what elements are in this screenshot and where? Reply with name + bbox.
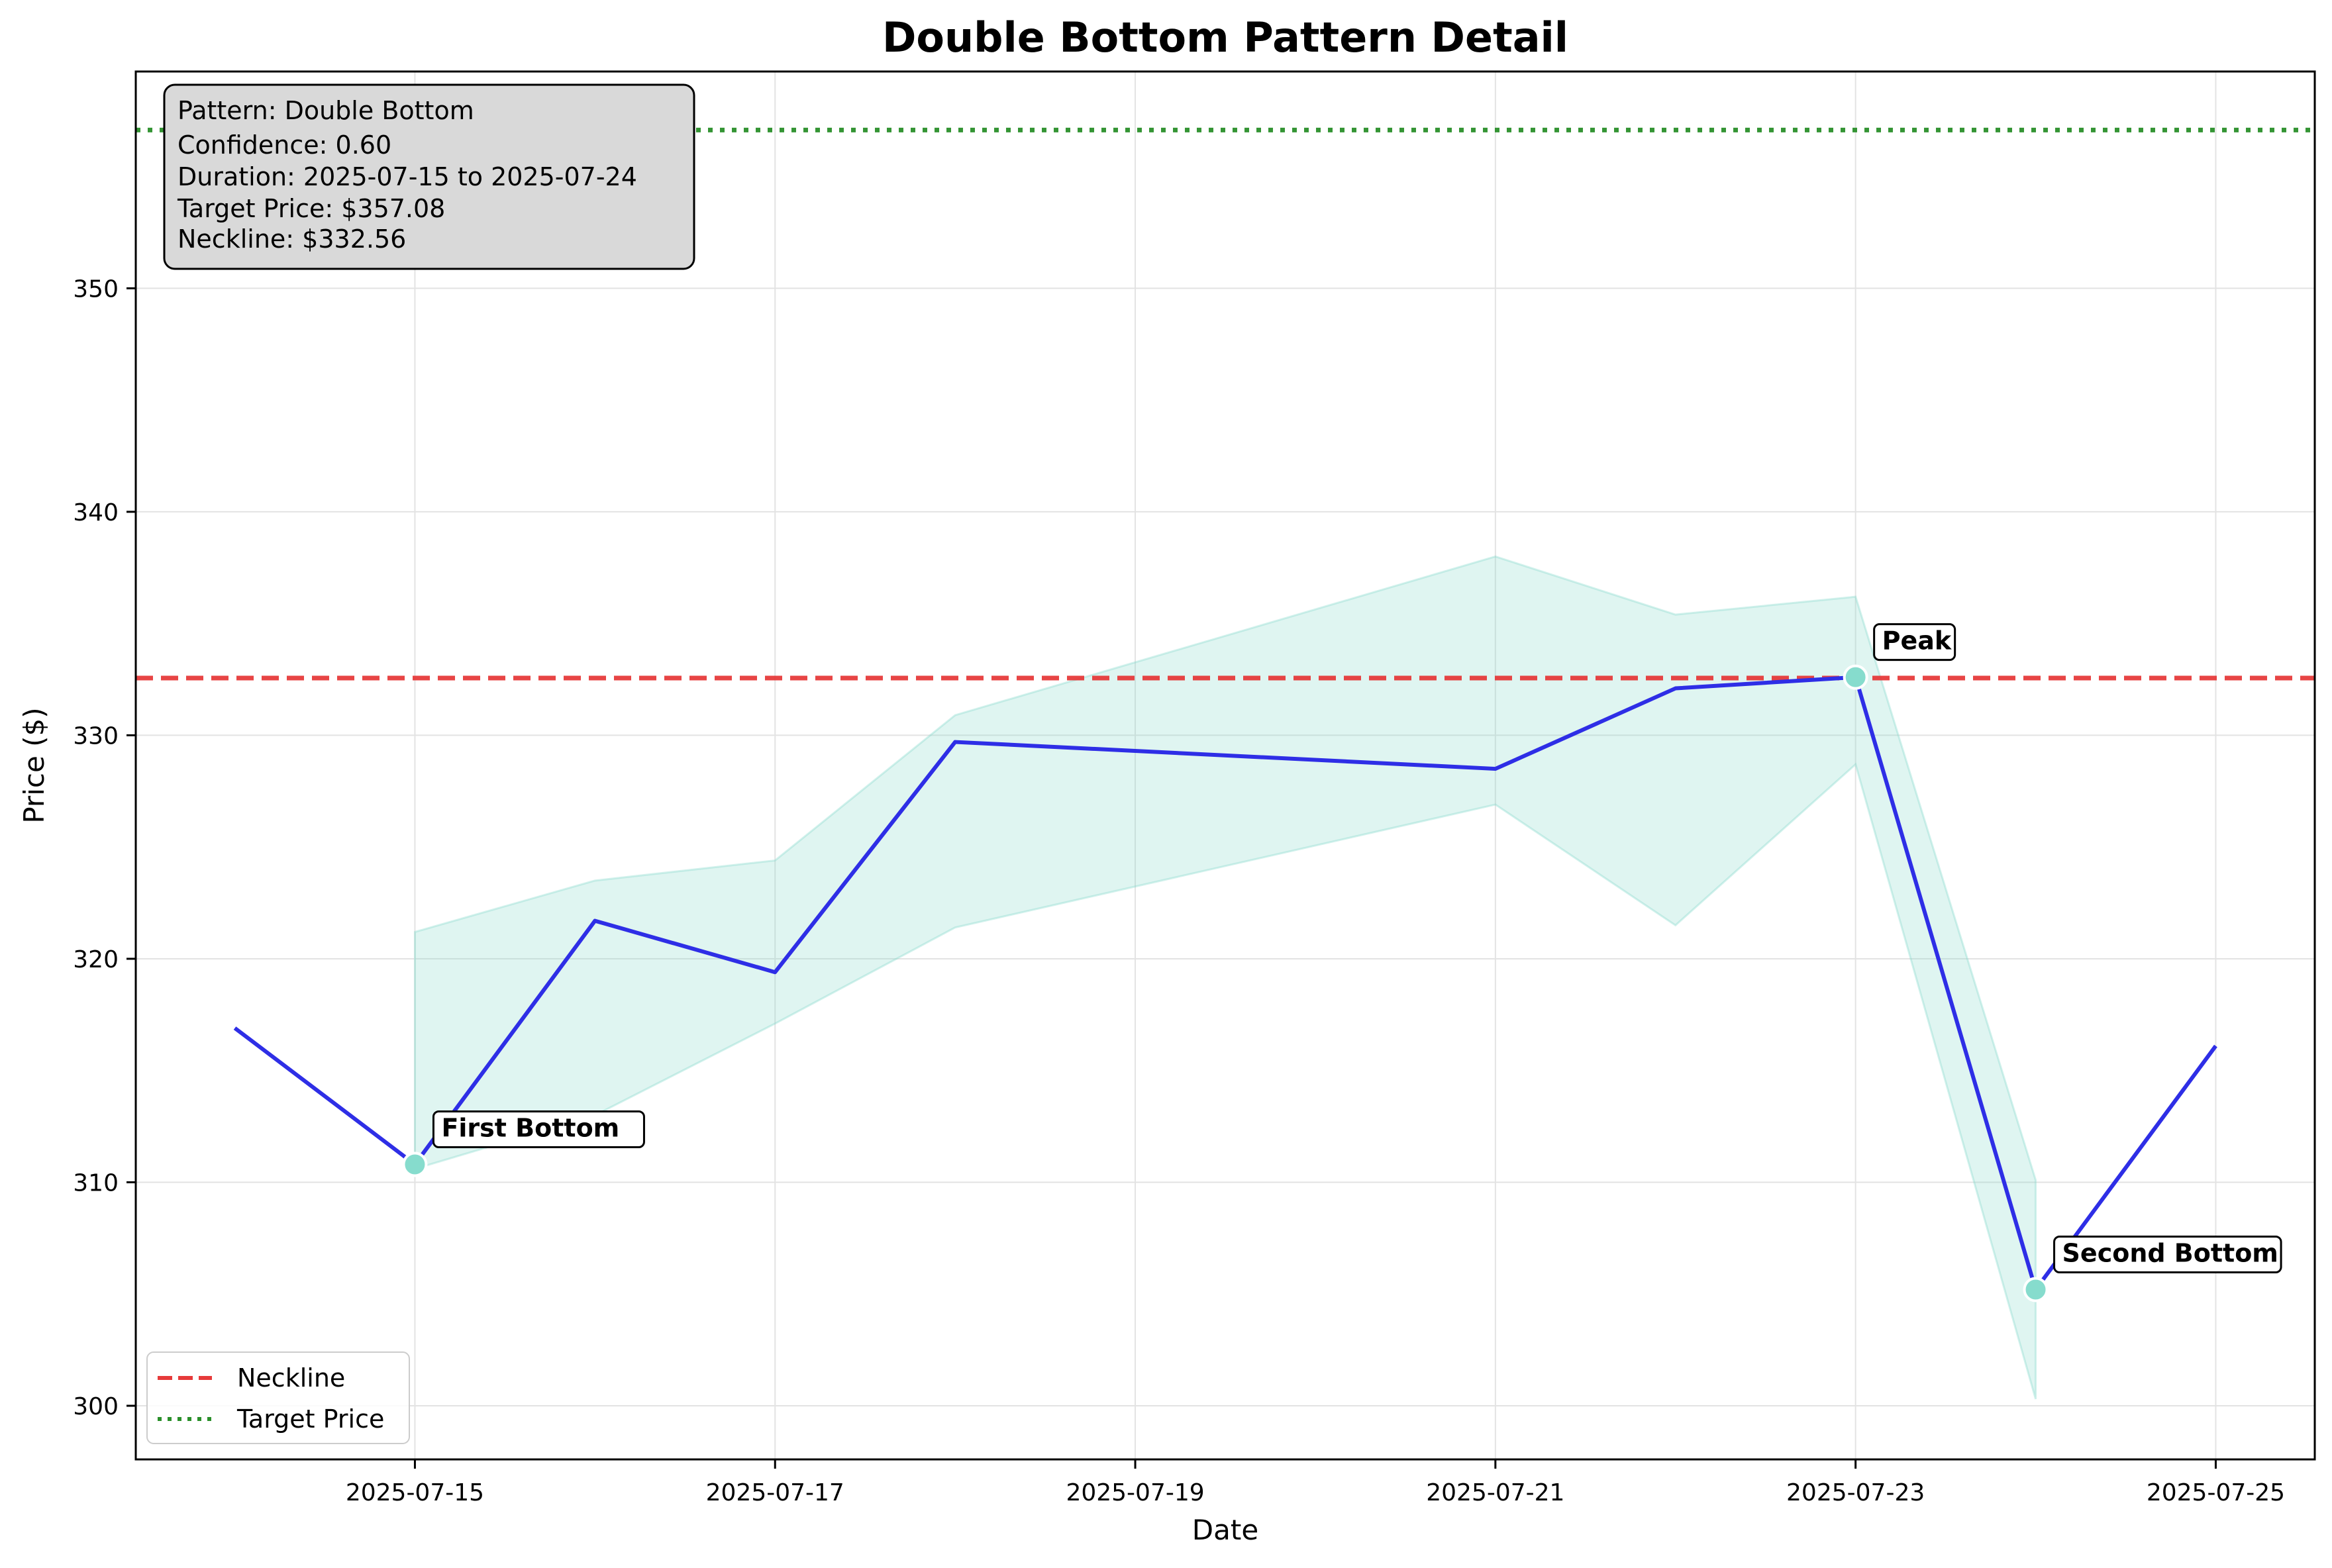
reference-lines-layer — [136, 127, 2315, 681]
y-axis-ticks: 300 310 320 330 340 350 — [73, 275, 136, 1420]
y-tick-label: 300 — [73, 1393, 119, 1420]
chart-title: Double Bottom Pattern Detail — [882, 13, 1568, 62]
y-axis-label: Price ($) — [18, 707, 50, 823]
marker-peak — [1843, 664, 1868, 690]
x-tick-label: 2025-07-21 — [1426, 1479, 1564, 1506]
info-line-confidence: Confidence: 0.60 — [177, 130, 391, 160]
y-tick-label: 350 — [73, 275, 119, 303]
x-tick-label: 2025-07-15 — [346, 1479, 484, 1506]
x-tick-label: 2025-07-23 — [1786, 1479, 1925, 1506]
range-band — [413, 555, 2037, 1400]
info-line-duration: Duration: 2025-07-15 to 2025-07-24 — [177, 162, 637, 191]
x-axis-ticks: 2025-07-15 2025-07-17 2025-07-19 2025-07-21… — [346, 1459, 2285, 1506]
legend-label-target-price: Target Price — [236, 1404, 384, 1434]
legend-label-neckline: Neckline — [237, 1363, 345, 1393]
annotation-second-bottom: Second Bottom — [2062, 1238, 2278, 1267]
pattern-info-box: Pattern: Double Bottom Confidence: 0.60 … — [163, 83, 695, 270]
plot-frame — [134, 70, 2316, 1461]
x-tick-label: 2025-07-19 — [1066, 1479, 1204, 1506]
info-line-neckline: Neckline: $332.56 — [177, 224, 406, 254]
y-tick-label: 330 — [73, 722, 119, 750]
y-tick-label: 320 — [73, 946, 119, 973]
marker-second-bottom — [2023, 1277, 2049, 1302]
y-tick-label: 340 — [73, 499, 119, 526]
y-tick-label: 310 — [73, 1169, 119, 1197]
annotation-first-bottom: First Bottom — [441, 1113, 619, 1142]
legend-frame — [146, 1351, 410, 1444]
x-tick-label: 2025-07-25 — [2147, 1479, 2285, 1506]
markers-layer: First Bottom Peak Second Bottom — [402, 623, 2282, 1302]
marker-first-bottom — [402, 1152, 428, 1177]
info-line-target: Target Price: $357.08 — [177, 194, 445, 223]
legend: Neckline Target Price — [146, 1351, 410, 1444]
price-line — [233, 675, 2217, 1292]
grid — [136, 72, 2315, 1459]
price-line-layer — [233, 675, 2217, 1292]
annotation-box-second-bottom — [2053, 1235, 2282, 1273]
annotation-peak: Peak — [1882, 626, 1952, 656]
info-box-background — [163, 83, 695, 270]
x-tick-label: 2025-07-17 — [706, 1479, 844, 1506]
range-band-layer — [413, 555, 2037, 1400]
annotation-box-first-bottom — [432, 1110, 645, 1148]
annotation-box-peak — [1873, 623, 1956, 662]
x-axis-label: Date — [1192, 1514, 1258, 1546]
info-line-pattern: Pattern: Double Bottom — [177, 96, 474, 125]
